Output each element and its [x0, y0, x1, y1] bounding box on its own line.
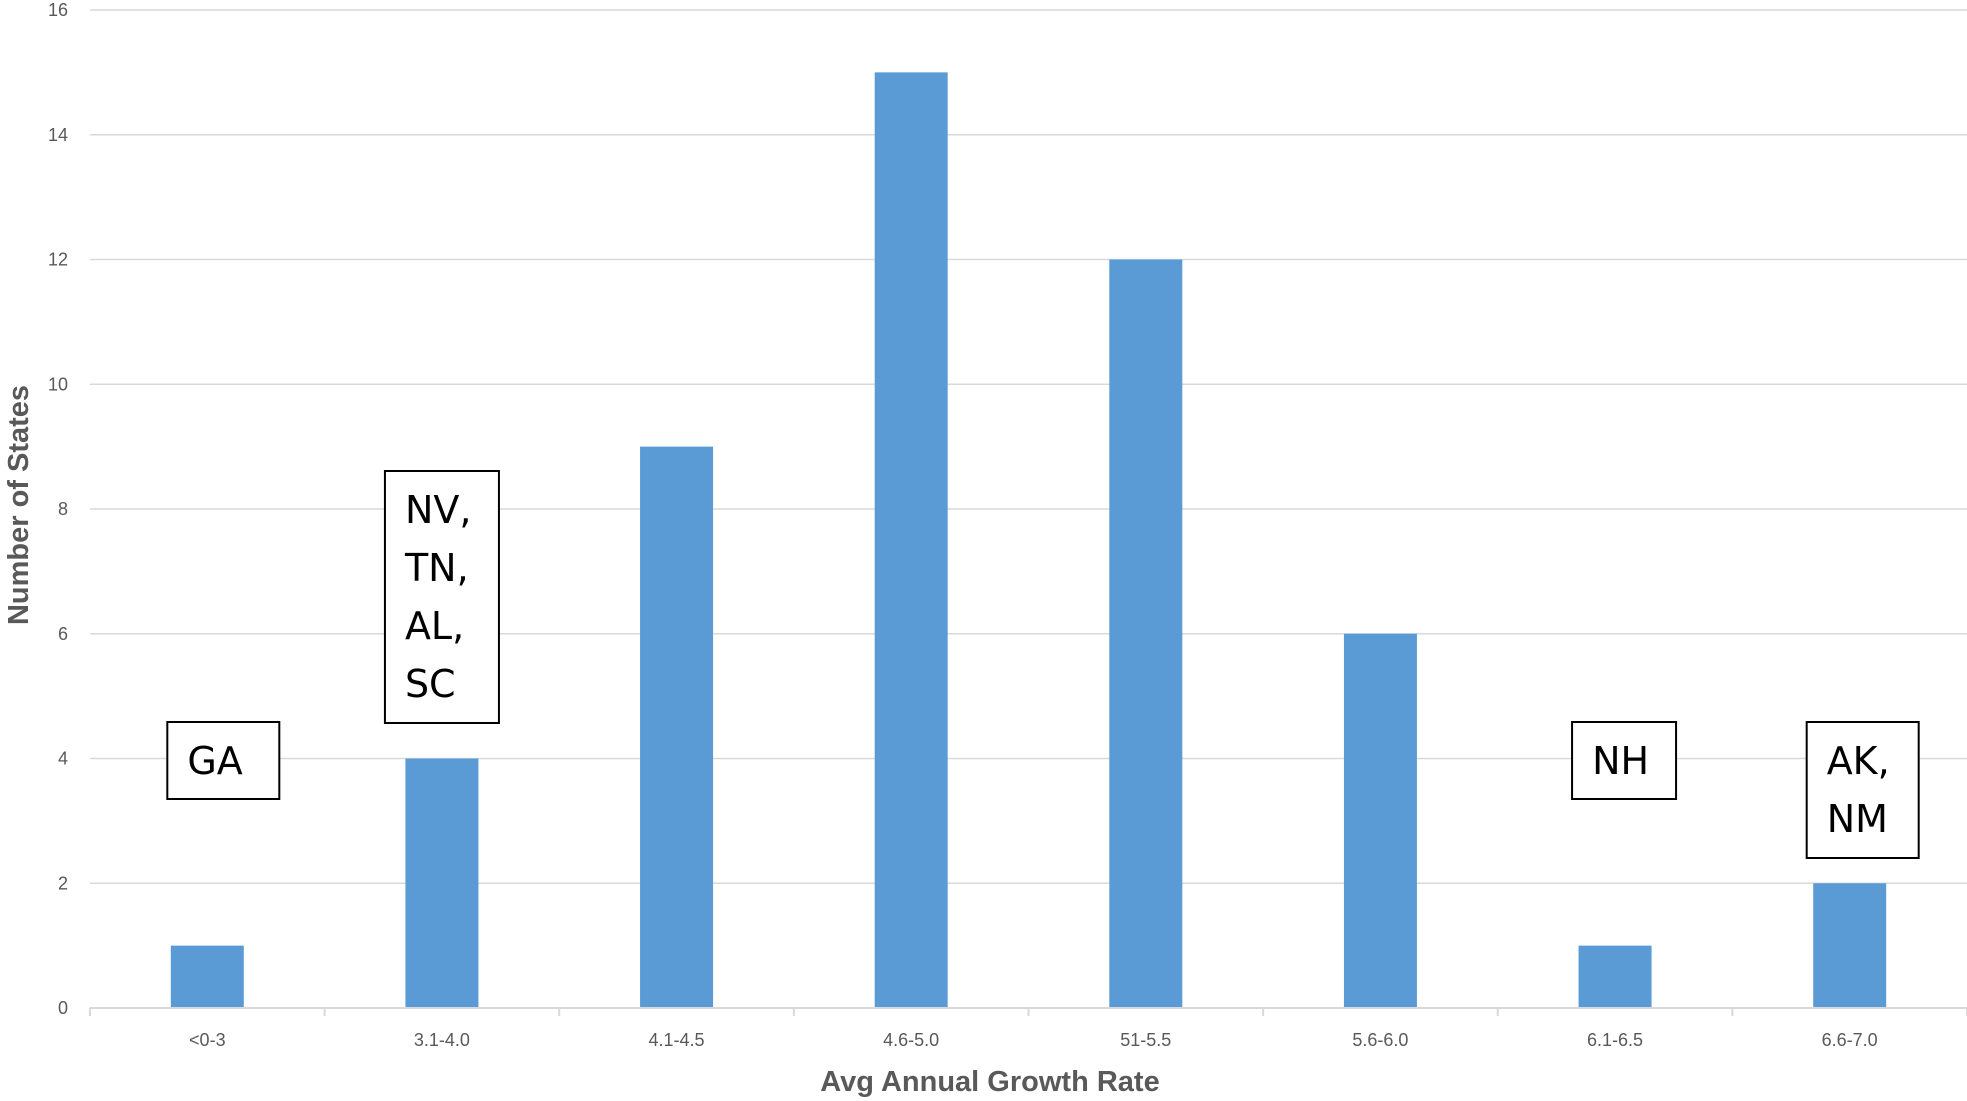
annotation-text: GA [187, 739, 242, 783]
y-tick-label: 6 [58, 624, 68, 644]
x-tick-label: 3.1-4.0 [414, 1030, 470, 1050]
bar [1343, 633, 1417, 1008]
x-axis-tick-labels: <0-3 3.1-4.0 4.1-4.5 4.6-5.0 51-5.5 5.6-6.0 6.… [189, 1030, 1878, 1050]
y-axis-title: Number of States [3, 385, 35, 625]
annotation-box: AK, NM [1805, 721, 1920, 859]
x-tick-label: <0-3 [189, 1030, 226, 1050]
gridlines [90, 9, 1967, 884]
annotation-border [1571, 721, 1678, 800]
bar [1109, 259, 1183, 1008]
annotations: GA NV, TN, AL, SC NH AK, NM [166, 470, 1920, 859]
y-tick-label: 8 [58, 499, 68, 519]
y-tick-label: 0 [58, 998, 68, 1018]
annotation-border [1805, 721, 1920, 859]
y-tick-label: 12 [48, 250, 68, 270]
x-tick-label: 4.6-5.0 [883, 1030, 939, 1050]
x-tick-label: 4.1-4.5 [649, 1030, 705, 1050]
y-tick-label: 10 [48, 374, 68, 394]
annotation-text: NM [1827, 797, 1888, 841]
annotation-text: NV, [405, 488, 472, 532]
x-tick-label: 6.1-6.5 [1587, 1030, 1643, 1050]
annotation-text: AL, [405, 604, 464, 648]
y-tick-label: 2 [58, 873, 68, 893]
y-tick-label: 4 [58, 749, 68, 769]
annotation-text: TN, [404, 546, 469, 590]
x-tick-label: 6.6-7.0 [1822, 1030, 1878, 1050]
x-tick-label: 51-5.5 [1120, 1030, 1171, 1050]
annotation-box: NH [1571, 721, 1678, 800]
y-tick-label: 16 [48, 0, 68, 20]
annotation-text: SC [405, 662, 456, 706]
bar [1578, 945, 1652, 1008]
bar [640, 446, 714, 1008]
bar [874, 72, 948, 1008]
annotation-text: AK, [1827, 739, 1890, 783]
bar [1813, 883, 1887, 1008]
bar [405, 758, 479, 1008]
annotation-box: GA [166, 721, 281, 800]
x-axis-title: Avg Annual Growth Rate [820, 1066, 1159, 1098]
x-tick-label: 5.6-6.0 [1352, 1030, 1408, 1050]
annotation-text: NH [1592, 739, 1649, 783]
y-tick-label: 14 [48, 125, 68, 145]
y-axis-tick-labels: 0 2 4 6 8 10 12 14 16 [48, 0, 68, 1018]
x-axis-tick-marks [89, 1008, 1967, 1016]
bar [170, 945, 244, 1008]
annotation-border [383, 470, 500, 724]
annotation-box: NV, TN, AL, SC [383, 470, 500, 724]
annotation-border [166, 721, 281, 800]
bars [170, 72, 1887, 1008]
